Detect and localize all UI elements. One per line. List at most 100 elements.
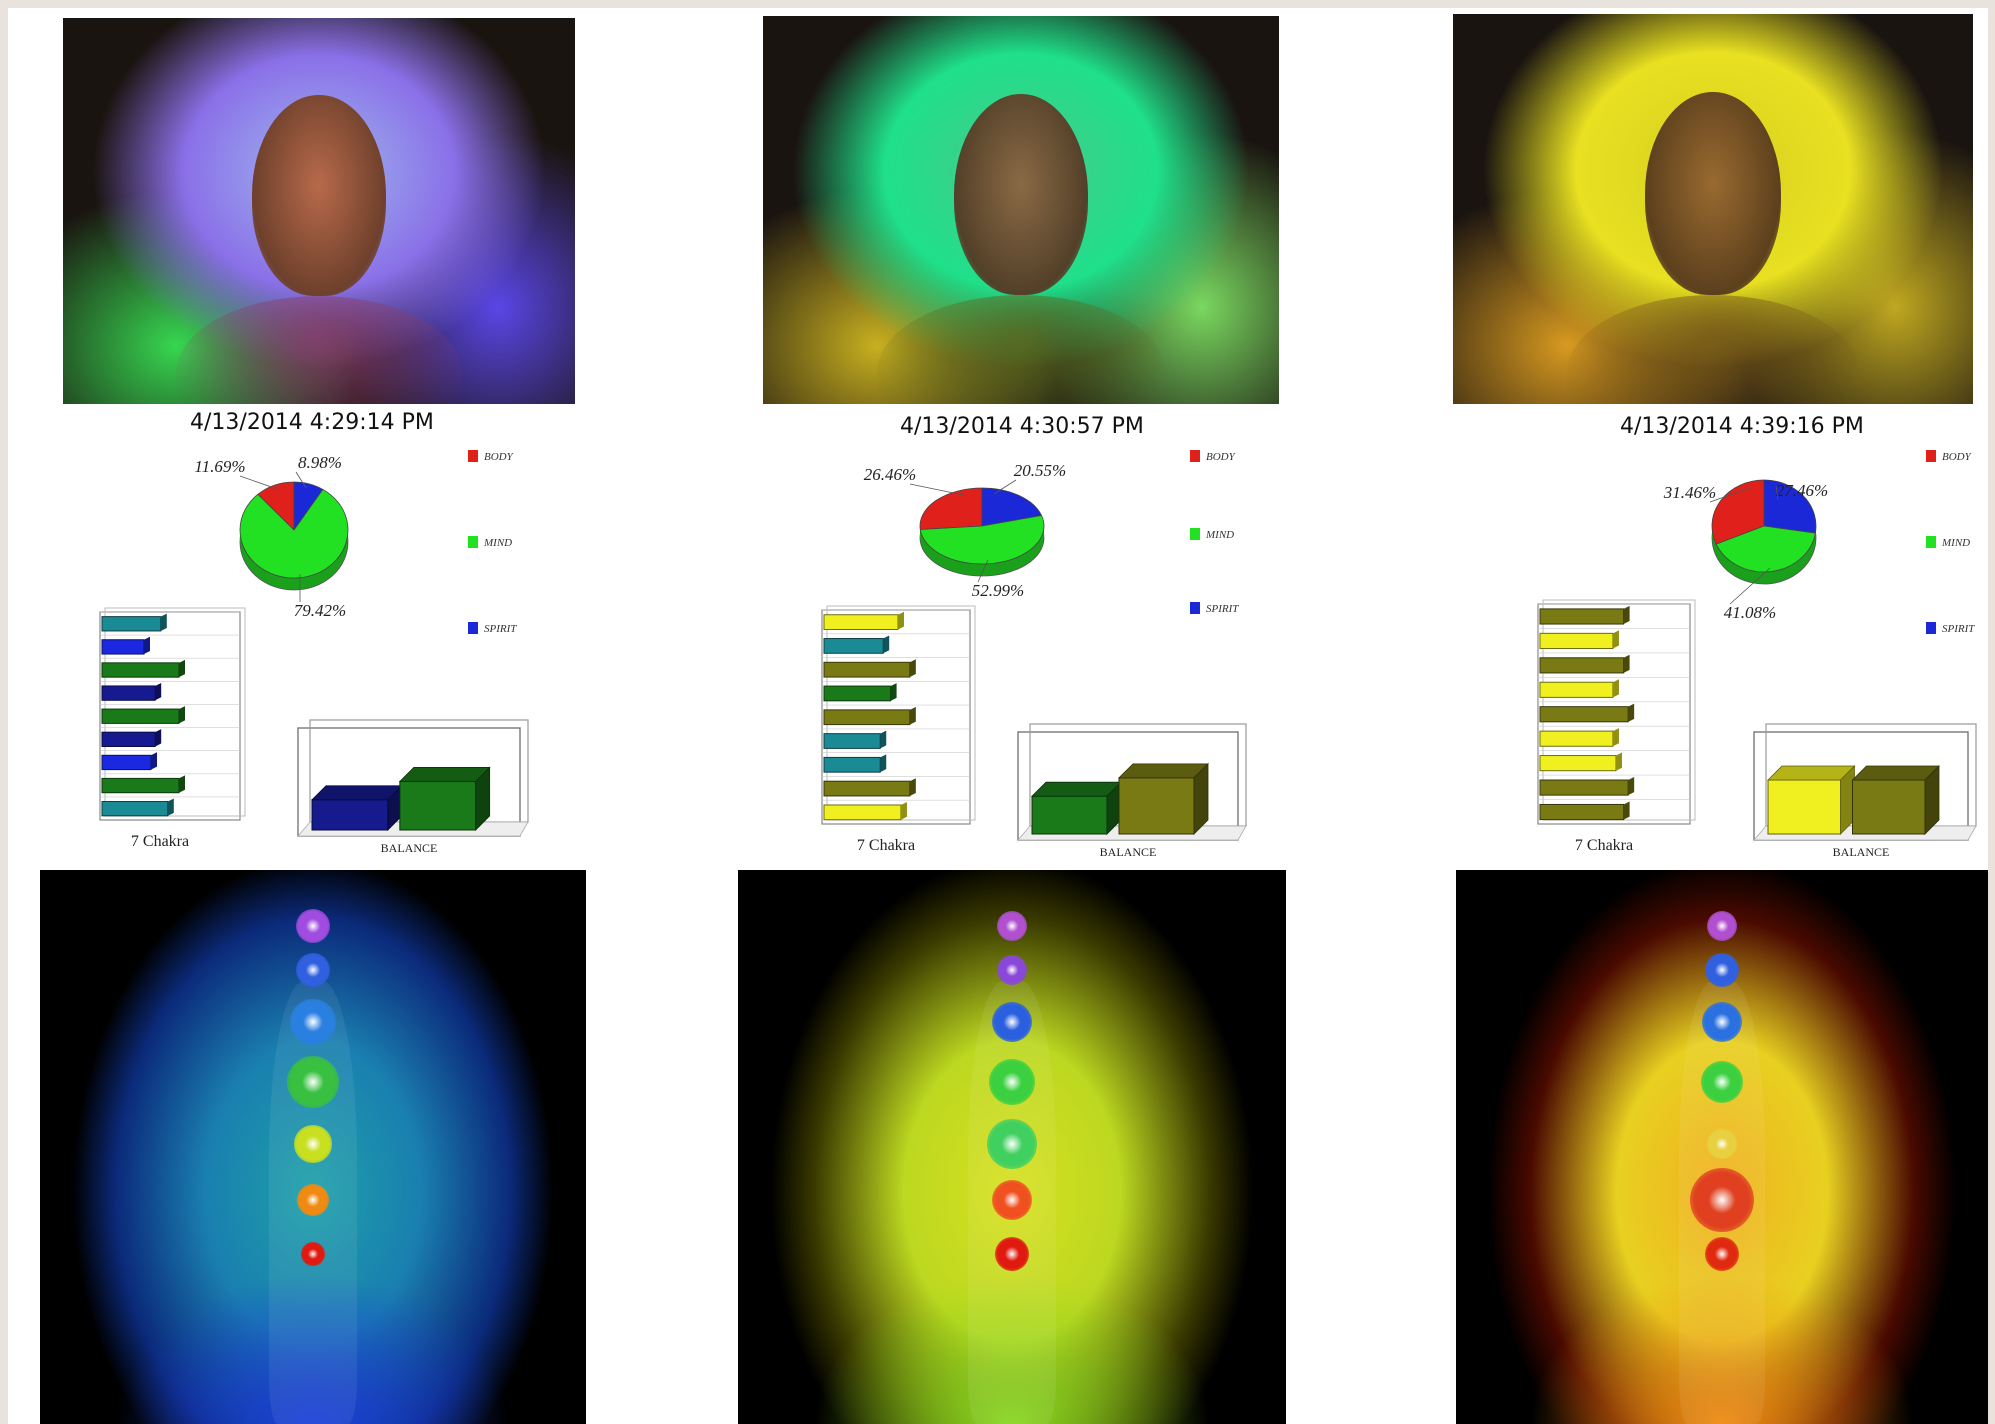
chakra-bar bbox=[101, 777, 180, 794]
aura-photo bbox=[1453, 14, 1973, 404]
chakra-bar bbox=[1539, 632, 1614, 649]
chakra-bar-side bbox=[1628, 703, 1635, 722]
chakra-point bbox=[1701, 1001, 1743, 1043]
pie-label-spirit: 8.98% bbox=[298, 453, 342, 472]
balance-chart: BALANCE bbox=[1753, 723, 1977, 859]
chakra-bar bbox=[823, 733, 881, 749]
chakra-point bbox=[987, 1119, 1037, 1169]
chakra-point bbox=[989, 1059, 1035, 1105]
body-aura-image bbox=[738, 870, 1286, 1424]
body-aura-image bbox=[1456, 870, 1988, 1424]
chakra-bar-side bbox=[1623, 801, 1630, 820]
chakra-point bbox=[991, 1001, 1033, 1043]
chakra-bar bbox=[1539, 657, 1625, 674]
reading-timestamp: 4/13/2014 4:30:57 PM bbox=[900, 414, 1144, 439]
chakra-point bbox=[290, 999, 336, 1045]
pie-label-body: 11.69% bbox=[194, 457, 245, 476]
chakra-bar-side bbox=[883, 635, 890, 654]
pie-label-mind: 41.08% bbox=[1724, 603, 1776, 622]
chakra-bar bbox=[823, 804, 902, 821]
chakra-bar bbox=[101, 708, 180, 724]
face bbox=[953, 93, 1089, 296]
legend-swatch-spirit bbox=[468, 622, 478, 634]
chakra-bar-chart: 7 Chakra bbox=[1537, 599, 1696, 854]
chakra-point bbox=[996, 910, 1028, 942]
chakra-bar-side bbox=[1628, 777, 1635, 796]
aura-photo bbox=[63, 18, 575, 404]
legend-label-body: BODY bbox=[1206, 451, 1237, 463]
chakra-point bbox=[296, 1183, 330, 1217]
pie-leader-line bbox=[1775, 485, 1779, 501]
balance-bar bbox=[1118, 777, 1195, 835]
report-sheet: 4/13/2014 4:29:14 PM 11.69% 79.42% 8.98% BOD… bbox=[8, 8, 1988, 1424]
legend-swatch-body bbox=[1926, 450, 1936, 462]
chakra-bar-side bbox=[1612, 630, 1619, 649]
chakra-bar bbox=[823, 709, 911, 726]
balance-chart-label: BALANCE bbox=[1100, 845, 1157, 859]
legend-label-mind: MIND bbox=[1205, 529, 1234, 541]
pie-leader-line bbox=[1729, 567, 1771, 605]
legend-swatch-body bbox=[468, 450, 478, 462]
chakra-point bbox=[996, 954, 1028, 986]
balance-chart: BALANCE bbox=[297, 719, 529, 855]
legend-swatch-mind bbox=[1190, 528, 1200, 540]
pie-chart: 26.46% 52.99% 20.55% bbox=[864, 461, 1066, 600]
face bbox=[1645, 92, 1781, 295]
legend-label-body: BODY bbox=[1942, 451, 1973, 463]
balance-bar bbox=[1767, 779, 1841, 835]
chakra-bar bbox=[101, 662, 180, 678]
chakra-bar bbox=[101, 685, 156, 701]
chakra-point bbox=[1706, 1128, 1738, 1160]
balance-chart-label: BALANCE bbox=[1833, 845, 1890, 859]
chakra-point bbox=[995, 1237, 1029, 1271]
pie-leader-line bbox=[239, 475, 281, 491]
balance-bar-top bbox=[1851, 765, 1940, 781]
chakra-bar-side bbox=[179, 659, 185, 678]
balance-bar-side bbox=[1924, 765, 1940, 835]
legend-label-spirit: SPIRIT bbox=[1942, 623, 1975, 635]
chakra-point bbox=[296, 909, 330, 943]
legend-label-mind: MIND bbox=[483, 537, 512, 549]
chakra-bar-side bbox=[890, 683, 897, 701]
chakra-bar-side bbox=[1612, 679, 1619, 698]
legend-label-spirit: SPIRIT bbox=[484, 623, 517, 635]
chakra-bar bbox=[101, 639, 145, 655]
pie-label-spirit: 20.55% bbox=[1014, 461, 1066, 480]
pie-slice-body bbox=[1711, 479, 1765, 545]
legend-label-mind: MIND bbox=[1941, 537, 1970, 549]
balance-bar-top bbox=[1767, 765, 1856, 781]
chakra-chart-label: 7 Chakra bbox=[131, 833, 189, 850]
legend-swatch-spirit bbox=[1926, 622, 1936, 634]
chakra-bar-side bbox=[909, 778, 916, 796]
chakra-bar-side bbox=[1623, 605, 1630, 625]
chakra-point bbox=[1689, 1167, 1755, 1233]
balance-bar-top bbox=[1118, 763, 1209, 779]
balance-bar-top bbox=[311, 785, 403, 801]
legend-swatch-mind bbox=[1926, 536, 1936, 548]
chakra-bar bbox=[823, 780, 911, 797]
pie-label-spirit: 27.46% bbox=[1776, 481, 1828, 500]
chakra-bar bbox=[823, 614, 899, 630]
reading-timestamp: 4/13/2014 4:39:16 PM bbox=[1620, 414, 1864, 439]
pie-slice-spirit bbox=[981, 487, 1043, 527]
chakra-bar-side bbox=[151, 752, 157, 770]
chakra-bar bbox=[101, 754, 152, 771]
chakra-point bbox=[296, 953, 330, 987]
legend-swatch-mind bbox=[468, 536, 478, 548]
reading-charts: 26.46% 52.99% 20.55% BODY MIND SPIRIT 7 Chakra… bbox=[821, 450, 1247, 859]
chakra-bar-side bbox=[909, 706, 916, 725]
reading-timestamp: 4/13/2014 4:29:14 PM bbox=[190, 410, 434, 435]
chakra-bar bbox=[1539, 755, 1617, 772]
chakra-bar-side bbox=[179, 775, 185, 793]
reading-charts: 31.46% 41.08% 27.46% BODY MIND SPIRIT 7 Chakra… bbox=[1537, 450, 1977, 859]
chakra-chart-label: 7 Chakra bbox=[857, 837, 915, 854]
chakra-point bbox=[991, 1179, 1033, 1221]
pie-chart: 11.69% 79.42% 8.98% bbox=[194, 453, 349, 620]
pie-slice-body bbox=[919, 487, 983, 530]
chakra-bar-side bbox=[1623, 654, 1630, 673]
chakra-bar-side bbox=[155, 729, 162, 747]
legend-label-body: BODY bbox=[484, 451, 515, 463]
balance-bar bbox=[311, 799, 389, 831]
pie-leader-line bbox=[909, 483, 969, 497]
chakra-point bbox=[1705, 953, 1739, 987]
